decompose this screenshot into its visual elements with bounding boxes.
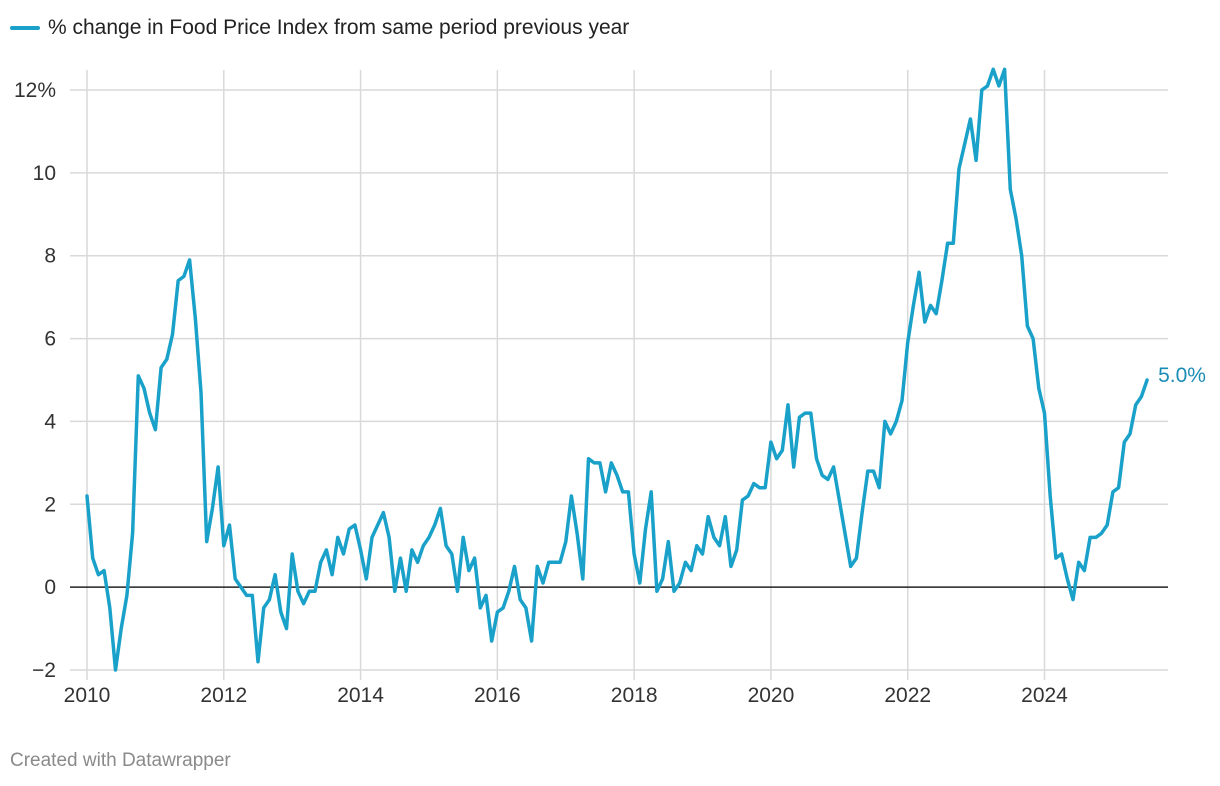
- legend-label: % change in Food Price Index from same p…: [48, 16, 630, 39]
- x-tick-label: 2016: [474, 684, 521, 707]
- y-tick-label: 10: [33, 162, 56, 185]
- footer-credit: Created with Datawrapper: [10, 750, 231, 771]
- y-tick-label: −2: [32, 659, 56, 682]
- x-tick-label: 2024: [1021, 684, 1068, 707]
- x-tick-label: 2010: [64, 684, 111, 707]
- x-tick-label: 2014: [337, 684, 384, 707]
- legend-swatch: [10, 26, 40, 30]
- chart-legend: % change in Food Price Index from same p…: [10, 16, 629, 40]
- x-tick-label: 2022: [884, 684, 931, 707]
- y-tick-label: 6: [44, 328, 56, 351]
- y-tick-label: 4: [44, 410, 56, 433]
- series-line: [85, 67, 1149, 672]
- end-value-label: 5.0%: [1158, 364, 1206, 387]
- y-tick-label: 0: [44, 576, 56, 599]
- x-tick-label: 2018: [611, 684, 658, 707]
- y-tick-label: 12%: [14, 79, 56, 102]
- x-tick-label: 2020: [748, 684, 795, 707]
- x-tick-label: 2012: [200, 684, 247, 707]
- y-tick-label: 2: [44, 493, 56, 516]
- y-tick-label: 8: [44, 245, 56, 268]
